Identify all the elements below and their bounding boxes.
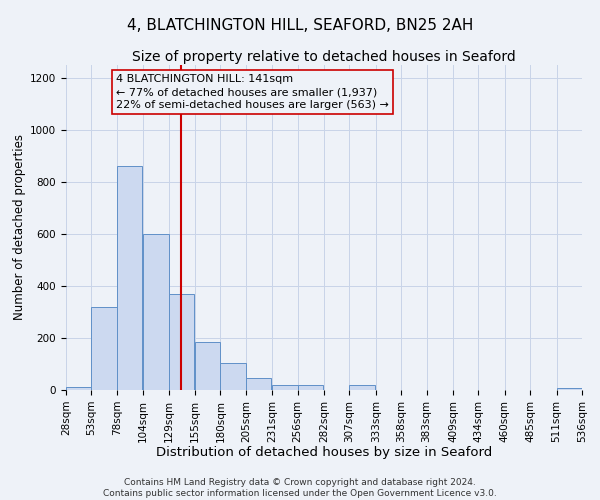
Bar [91,308,117,390]
Bar [349,385,375,390]
Title: Size of property relative to detached houses in Seaford: Size of property relative to detached ho… [132,50,516,64]
Text: Contains HM Land Registry data © Crown copyright and database right 2024.
Contai: Contains HM Land Registry data © Crown c… [103,478,497,498]
Bar [143,234,169,390]
Bar [220,363,246,390]
Bar [117,166,142,390]
Bar [66,387,91,390]
Bar [272,385,298,390]
Text: 4 BLATCHINGTON HILL: 141sqm
← 77% of detached houses are smaller (1,937)
22% of : 4 BLATCHINGTON HILL: 141sqm ← 77% of det… [116,74,389,110]
Text: 4, BLATCHINGTON HILL, SEAFORD, BN25 2AH: 4, BLATCHINGTON HILL, SEAFORD, BN25 2AH [127,18,473,32]
Bar [557,388,582,390]
X-axis label: Distribution of detached houses by size in Seaford: Distribution of detached houses by size … [156,446,492,459]
Bar [246,378,271,390]
Bar [169,294,194,390]
Bar [195,342,220,390]
Bar [298,385,323,390]
Y-axis label: Number of detached properties: Number of detached properties [13,134,26,320]
